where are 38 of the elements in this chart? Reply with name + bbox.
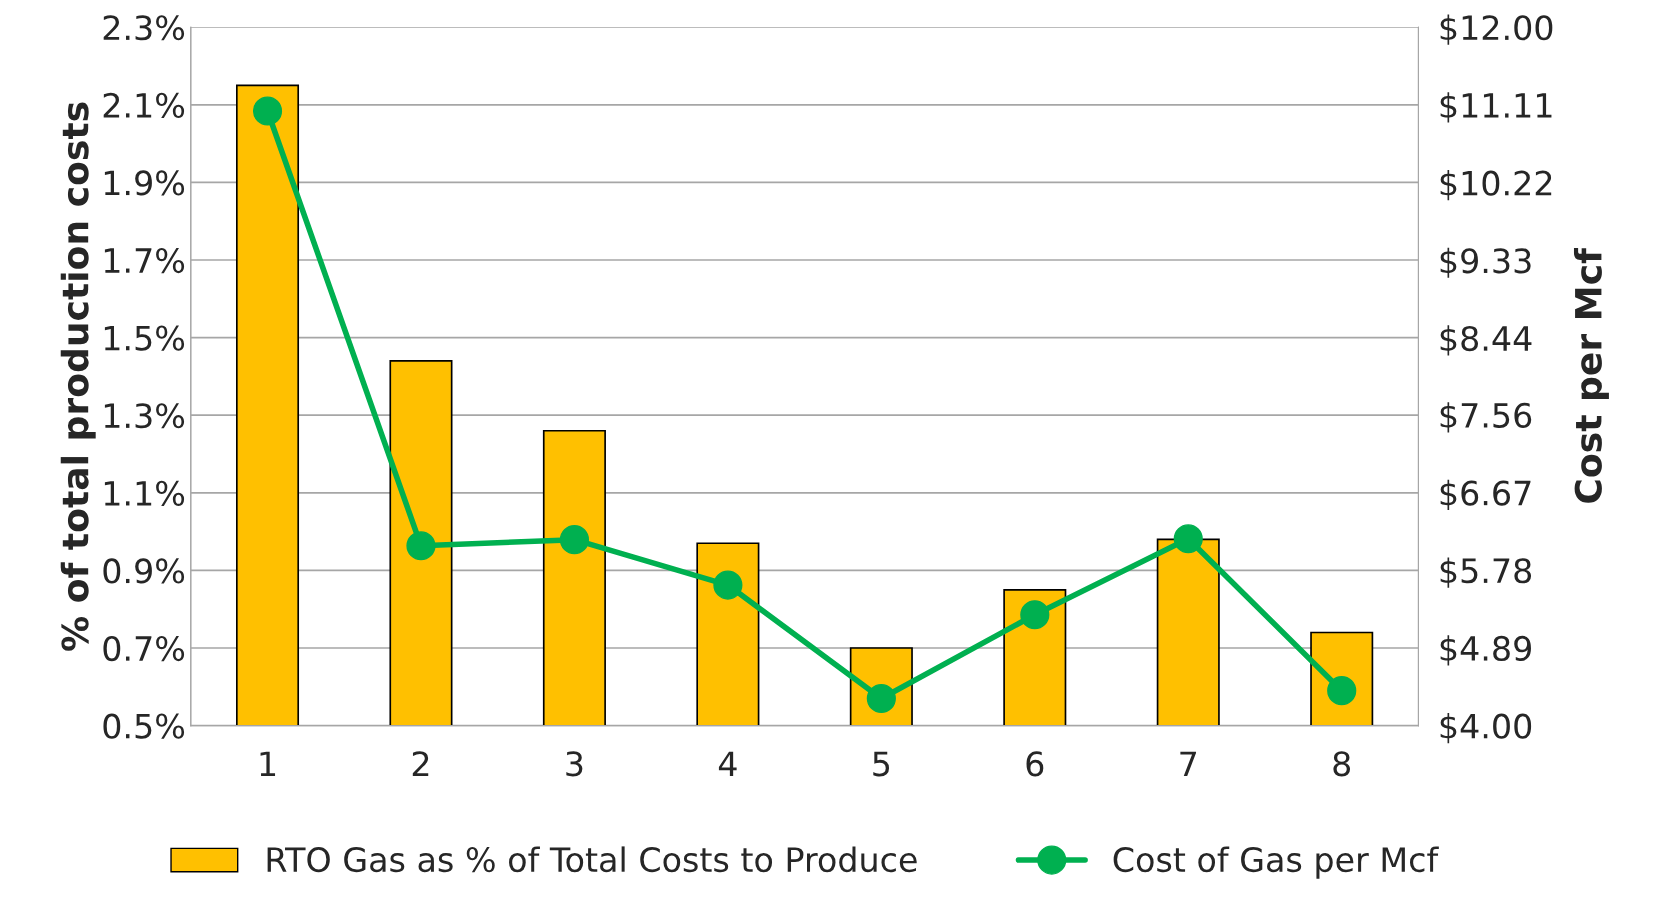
y2-tick-label: $5.78 bbox=[1440, 557, 1532, 588]
point bbox=[559, 525, 590, 555]
y2-tick-label: $12.00 bbox=[1440, 14, 1553, 45]
y-tick-label: 1.1% bbox=[104, 480, 185, 506]
y-tick-label: 1.7% bbox=[104, 247, 185, 274]
x-tick-label: 3 bbox=[566, 751, 583, 777]
y2-tick-label: $8.44 bbox=[1440, 325, 1532, 356]
y2-tick-label: $4.89 bbox=[1440, 635, 1531, 666]
y2-tick-label: $9.33 bbox=[1440, 247, 1531, 278]
y2-tick-label: $4.00 bbox=[1440, 712, 1532, 744]
point bbox=[252, 96, 283, 126]
y-tick-label: 2.1% bbox=[103, 92, 185, 118]
y-tick-label: 0.7% bbox=[103, 635, 185, 662]
x-tick-label: 2 bbox=[412, 751, 429, 776]
y2-tick-label: $7.56 bbox=[1440, 402, 1532, 433]
y-axis-title: % of total production costs bbox=[60, 102, 96, 651]
point bbox=[406, 531, 436, 561]
x-tick-label: 4 bbox=[718, 751, 737, 776]
y2-tick-label: $6.67 bbox=[1440, 479, 1531, 511]
x-tick-label: 7 bbox=[1180, 751, 1197, 776]
y-tick-label: 2.3% bbox=[103, 15, 185, 41]
x-tick-label: 1 bbox=[260, 751, 276, 776]
y-tick-label: 1.5% bbox=[104, 325, 185, 351]
y-tick-label: 1.9% bbox=[104, 170, 185, 196]
y2-tick-label: $10.22 bbox=[1440, 169, 1552, 201]
y-tick-label: 0.5% bbox=[103, 713, 185, 739]
point bbox=[713, 570, 743, 600]
y-tick-label: 0.9% bbox=[103, 558, 185, 584]
point bbox=[1020, 600, 1050, 630]
y2-axis-title: Cost per Mcf bbox=[1573, 247, 1609, 503]
x-tick-label: 8 bbox=[1333, 751, 1351, 777]
point bbox=[1173, 524, 1203, 554]
legend-label: RTO Gas as % of Total Costs to Produce bbox=[267, 846, 917, 873]
x-tick-label: 6 bbox=[1026, 751, 1044, 777]
x-tick-label: 5 bbox=[873, 751, 890, 777]
legend-label: Cost of Gas per Mcf bbox=[1113, 846, 1439, 879]
y-tick-label: 1.3% bbox=[104, 403, 185, 429]
y2-tick-label: $11.11 bbox=[1440, 92, 1552, 123]
